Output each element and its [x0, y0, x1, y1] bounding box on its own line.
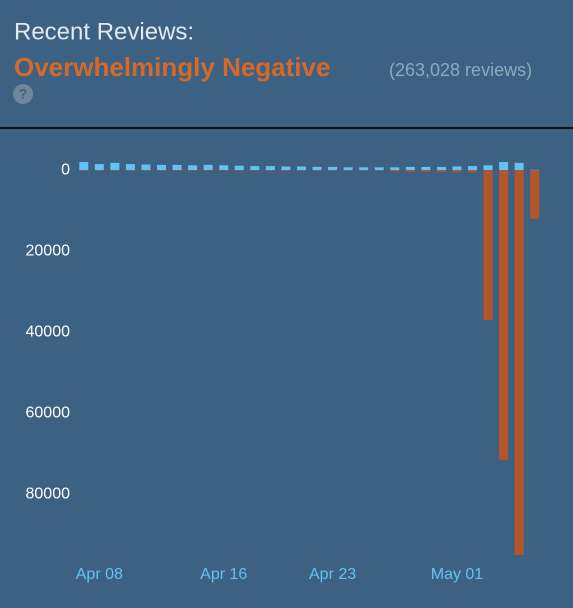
bar	[390, 170, 400, 172]
rating: Overwhelmingly Negative	[14, 52, 330, 82]
x-tick-label: Apr 08	[76, 566, 123, 583]
y-tick-label: 20000	[26, 242, 71, 259]
bar	[203, 170, 213, 171]
bar	[499, 170, 509, 460]
bar	[296, 166, 306, 171]
bar	[265, 166, 275, 171]
bar	[483, 165, 493, 171]
y-tick-label: 40000	[26, 323, 71, 340]
bar	[452, 170, 462, 172]
bar	[203, 164, 213, 171]
bar	[219, 165, 229, 171]
bar	[188, 170, 198, 171]
bar	[343, 167, 353, 171]
y-tick-label: 80000	[26, 485, 71, 502]
bar	[296, 170, 306, 171]
bar	[94, 164, 104, 171]
bar	[468, 170, 478, 173]
bar	[359, 167, 369, 171]
bar	[374, 170, 384, 171]
review-count: (263,028 reviews)	[389, 60, 532, 80]
bar	[436, 170, 446, 172]
bar	[125, 170, 135, 171]
bar	[436, 166, 446, 171]
bar	[265, 170, 275, 171]
help-text[interactable]: ?	[19, 86, 28, 102]
bar	[250, 170, 260, 171]
bar	[188, 165, 198, 171]
bar	[125, 164, 135, 171]
bar	[250, 166, 260, 171]
bar	[79, 162, 89, 171]
bar	[281, 170, 291, 171]
bar	[405, 170, 415, 172]
bar	[312, 170, 322, 171]
title: Recent Reviews:	[14, 18, 194, 45]
y-tick-label: 0	[61, 161, 70, 178]
bar	[94, 170, 104, 171]
bar	[514, 170, 524, 555]
bar	[234, 170, 244, 171]
bar	[374, 167, 384, 171]
x-tick-label: May 01	[431, 566, 484, 583]
bar	[172, 170, 182, 171]
bar	[390, 167, 400, 171]
bar	[141, 164, 151, 171]
y-tick-label: 60000	[26, 404, 71, 421]
bar	[110, 162, 120, 171]
bar	[530, 169, 540, 171]
bar	[157, 170, 167, 171]
bar	[405, 166, 415, 171]
bar	[421, 170, 431, 172]
bar	[281, 166, 291, 171]
bar	[141, 170, 151, 171]
bar	[343, 170, 353, 171]
bar	[157, 164, 167, 171]
bar	[530, 170, 540, 219]
x-tick-label: Apr 16	[200, 566, 247, 583]
bar	[468, 166, 478, 171]
bar	[79, 170, 89, 171]
x-tick-label: Apr 23	[309, 566, 356, 583]
bar	[219, 170, 229, 171]
bar	[421, 166, 431, 171]
bar	[359, 170, 369, 171]
bar	[452, 166, 462, 171]
bar	[172, 164, 182, 171]
bar	[514, 162, 524, 171]
bar	[234, 165, 244, 171]
bar	[328, 166, 338, 171]
help-icon[interactable]	[13, 84, 33, 104]
bar	[110, 170, 120, 171]
bar	[499, 162, 509, 171]
bar	[483, 170, 493, 321]
bar	[328, 170, 338, 171]
bar	[312, 166, 322, 171]
